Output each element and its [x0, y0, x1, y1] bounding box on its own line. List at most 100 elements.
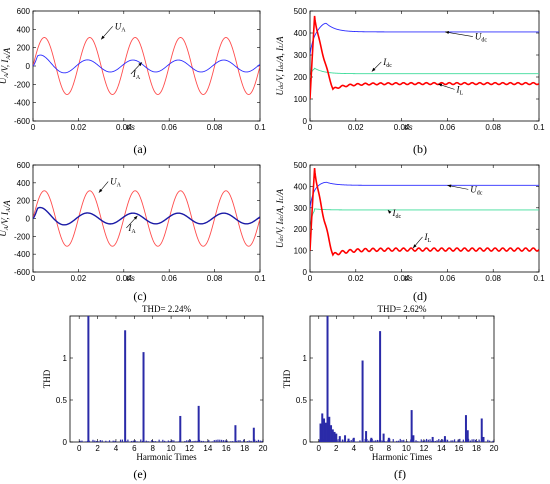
- y-axis-label: Udc/V, Idc/A, IL/A: [275, 188, 285, 248]
- bar-noise: [241, 441, 243, 442]
- panel-caption: (c): [133, 289, 146, 303]
- bar-noise: [385, 441, 387, 442]
- x-tick-label: 0.02: [71, 123, 87, 132]
- y-tick-label: 100: [294, 95, 308, 104]
- bar: [344, 435, 347, 442]
- bar-noise: [158, 439, 160, 442]
- x-tick-label: 8: [387, 444, 392, 453]
- y-tick-label: -200: [14, 80, 31, 89]
- y-tick-label: 500: [294, 7, 308, 16]
- chart-panel-b: 0 0.02 0.04 0.06 0.08 0.1 0 100 200 300 400 500 Udc I…: [275, 7, 545, 156]
- panel-caption: (e): [133, 467, 146, 481]
- x-tick-label: 0.02: [348, 123, 364, 132]
- panel-caption: (b): [413, 142, 427, 156]
- bar: [328, 416, 331, 442]
- series-line-IL: [310, 15, 539, 100]
- bar-noise: [79, 440, 81, 442]
- series-label-Udc: Udc: [470, 184, 483, 196]
- bar: [361, 360, 364, 442]
- plot-frame: [69, 315, 264, 443]
- series-label-UA: UA: [115, 21, 127, 33]
- x-tick-label: 18: [472, 444, 481, 453]
- bar-noise: [427, 439, 429, 442]
- y-axis-label-group: THD: [282, 369, 292, 388]
- y-tick-label: 600: [17, 7, 31, 16]
- annotation-arrowhead: [445, 30, 450, 35]
- x-tick-label: 12: [185, 444, 194, 453]
- bar: [480, 418, 483, 442]
- bar-noise: [422, 440, 424, 442]
- chart-panel-c: 0 0.02 0.04 0.06 0.08 0.1 -600 -400 -200 0 200 400 6…: [0, 161, 266, 303]
- bar-noise: [206, 441, 208, 442]
- bar-noise: [153, 441, 155, 442]
- bar-noise: [489, 440, 491, 442]
- bar-noise: [248, 440, 250, 442]
- y-axis-label: Udc/V, Idc/A, IL/A: [275, 36, 285, 96]
- panel-caption: (a): [133, 142, 146, 156]
- bar-noise: [221, 439, 223, 442]
- x-tick-label: 0.04: [116, 123, 132, 132]
- series-label-IL: IL: [456, 84, 464, 96]
- x-tick-label: 0.04: [394, 274, 410, 283]
- bar-noise: [200, 440, 203, 442]
- bar-noise: [191, 441, 193, 442]
- series-label-UA: UA: [110, 177, 122, 189]
- bar-noise: [420, 439, 422, 442]
- x-tick-label: 6: [369, 444, 374, 453]
- bar-noise: [130, 440, 133, 442]
- x-tick-label: 0.1: [254, 123, 266, 132]
- bar-noise: [162, 439, 164, 442]
- bar-noise: [140, 439, 142, 442]
- x-tick-label: 8: [150, 444, 155, 453]
- annotation-arrowhead: [438, 83, 443, 87]
- x-tick-label: 12: [419, 444, 428, 453]
- x-tick-label: 0.06: [440, 274, 456, 283]
- bar: [335, 433, 338, 442]
- x-tick-label: 20: [259, 444, 268, 453]
- series-label-Udc: Udc: [475, 32, 488, 44]
- y-tick-label: 400: [294, 182, 308, 191]
- y-axis-label-group: Udc/V, Idc/A, IL/A: [275, 36, 285, 96]
- bar-noise: [243, 439, 245, 442]
- annotation-arrowhead: [413, 244, 417, 249]
- y-axis-label-group: Udc/V, Idc/A, IL/A: [275, 188, 285, 248]
- bar: [431, 436, 434, 442]
- series-line-IA: [33, 54, 260, 74]
- bar-noise: [202, 440, 204, 442]
- bar-noise: [97, 441, 100, 442]
- x-tick-label: 10: [167, 444, 176, 453]
- bar: [482, 436, 485, 442]
- bar-noise: [81, 440, 83, 442]
- y-axis-label-group: UA/V, IA/A: [0, 47, 12, 84]
- bar: [179, 415, 182, 442]
- bar-noise: [108, 440, 111, 442]
- x-tick-label: 0.08: [207, 274, 223, 283]
- bar-noise: [193, 440, 195, 442]
- y-tick-label: 400: [294, 29, 308, 38]
- panel-caption: (d): [413, 289, 427, 303]
- bar: [197, 405, 200, 442]
- x-tick-label: 0.02: [348, 274, 364, 283]
- y-tick-label: 500: [294, 161, 308, 170]
- bar-noise: [462, 439, 464, 442]
- bar-noise: [246, 441, 248, 442]
- bar-noise: [375, 440, 377, 442]
- y-tick-label: 400: [17, 25, 31, 34]
- bar-noise: [341, 439, 344, 442]
- bar-noise: [171, 440, 173, 442]
- bar-noise: [154, 441, 157, 442]
- y-tick-label: 0: [303, 268, 308, 277]
- x-tick-label: 0.04: [116, 274, 132, 283]
- bar-noise: [429, 439, 431, 442]
- bar-noise: [121, 439, 123, 442]
- y-tick-label: 600: [17, 161, 31, 170]
- y-tick-label: 0: [63, 438, 68, 447]
- bar-noise: [473, 439, 475, 442]
- bar-noise: [259, 440, 261, 442]
- bar: [252, 427, 255, 442]
- series-line-Idc: [310, 208, 539, 233]
- bar-noise: [475, 439, 477, 442]
- series-line-IL: [310, 167, 539, 257]
- x-tick-label: 0: [31, 274, 36, 283]
